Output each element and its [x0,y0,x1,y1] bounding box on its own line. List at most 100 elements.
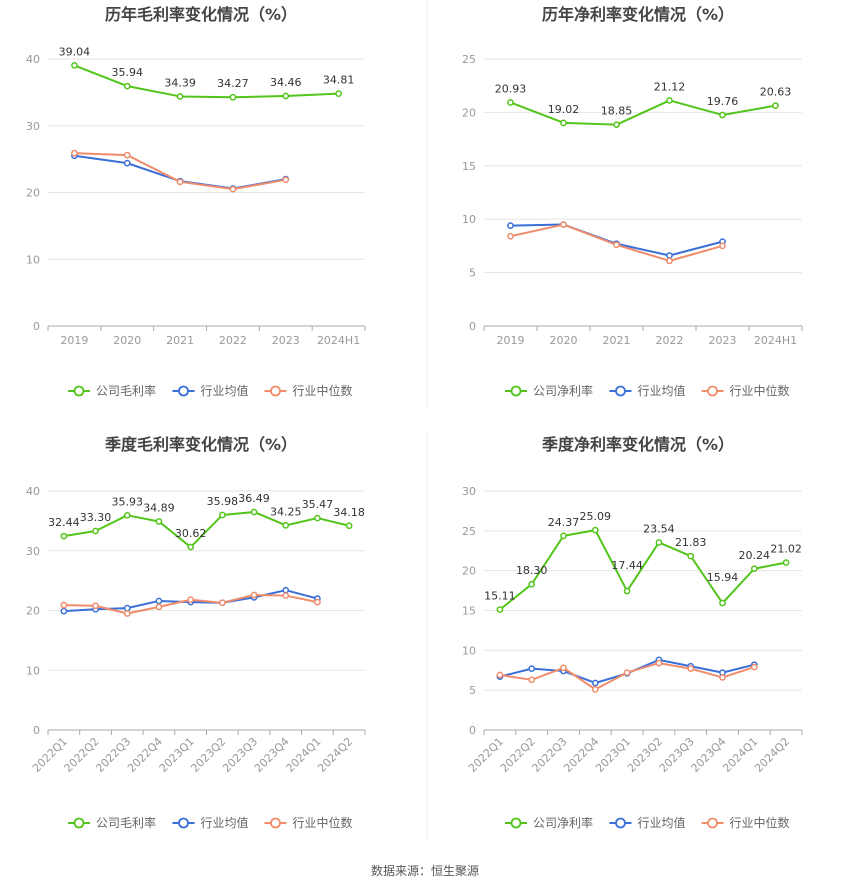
chart4-y-tick-label: 30 [462,485,476,498]
chart4-series-company-point [496,606,504,613]
chart3-series-company-point [123,511,131,519]
chart2-y-tick-label: 25 [462,53,476,66]
chart4-x-tick-label: 2024Q2 [752,735,792,775]
chart2-series-company-point [613,121,620,129]
chart3-legend-company-marker [73,817,85,829]
chart1-legend-avg-label: 行业均值 [201,383,249,398]
chart2-legend-avg-marker [615,385,626,397]
chart3-series-company-line [63,510,350,549]
chart3-data-label: 35.98 [207,495,239,508]
chart2-series-company-point [772,102,779,110]
chart3-series-company-point [250,508,258,516]
chart4-data-label: 24.37 [548,516,580,529]
chart3-series-avg-point [123,604,131,612]
chart2-x-tick-label: 2021 [603,334,631,347]
chart3-series-median-point [250,591,258,599]
chart3-series-median-point [123,610,131,617]
chart2-series-median-point [560,221,567,228]
chart3-series-company-point [345,522,353,530]
chart4-series-median-point [687,665,695,673]
chart4-series-median-point [560,664,567,672]
chart2-series-median-point [719,242,726,250]
chart2-data-label: 20.93 [495,82,527,95]
chart3-series-company-point [92,527,99,535]
chart4-legend-company-marker [510,817,522,829]
chart4-series-avg-point [591,679,599,687]
chart3-y-tick-label: 0 [33,724,40,737]
chart3-data-label: 36.49 [238,492,270,505]
chart1-data-label: 34.39 [164,76,196,89]
chart3-series-median-point [314,598,321,606]
chart1-series-company-point [229,93,237,101]
chart2-legend-avg-label: 行业均值 [638,383,686,398]
chart1-legend-median-marker [270,385,281,397]
chart1-data-label: 34.81 [323,74,355,87]
chart4-series-median-point [750,663,758,671]
chart2-series-company-point [560,119,567,127]
chart3-series-company-point [60,532,68,540]
chart4-series-company-point [528,580,536,588]
chart2-series-avg-point [666,252,673,259]
chart1-title: 历年毛利率变化情况（%） [105,5,297,24]
chart4-data-label: 25.09 [580,510,612,523]
chart3-series-median-point [155,603,163,611]
data-source-note: 数据来源：恒生聚源 [370,864,479,878]
chart3-series-median-point [219,599,226,607]
chart1-x-tick-label: 2024H1 [317,334,360,347]
chart2-x-tick-label: 2024H1 [754,334,797,347]
chart1-x-tick-label: 2023 [272,334,300,347]
chart3-title: 季度毛利率变化情况（%） [104,435,297,454]
chart3-series-avg-point [282,586,290,594]
chart2-y-tick-label: 15 [462,160,476,173]
chart1-series-median-point [282,176,290,184]
chart1-data-label: 34.46 [270,76,302,89]
chart2-data-label: 19.76 [707,95,739,108]
chart1-legend-median-label: 行业中位数 [293,383,353,398]
chart4-series-median-point [655,659,663,667]
chart2-y-tick-label: 5 [469,267,476,280]
chart1-series-avg-point [123,159,131,167]
chart1-y-tick-label: 20 [26,187,40,200]
chart3-data-label: 34.18 [333,506,365,519]
chart3-data-label: 32.44 [48,516,80,529]
chart4-legend-company-label: 公司净利率 [533,815,593,830]
chart2-x-tick-label: 2019 [497,334,525,347]
chart4-title: 季度净利率变化情况（%） [541,435,734,454]
chart4-legend-median-marker [707,817,718,829]
chart4-legend-median-label: 行业中位数 [730,815,790,830]
chart3-series-company-point [187,543,194,551]
chart4-data-label: 23.54 [643,522,675,535]
chart3-series-median-point [60,601,68,609]
chart2-series-company-point [507,99,514,106]
chart1-x-tick-label: 2022 [219,334,247,347]
chart2-series-median-point [507,232,514,240]
chart4-data-label: 21.83 [675,536,707,549]
chart2-x-tick-label: 2022 [656,334,684,347]
chart3-data-label: 35.47 [302,498,334,511]
chart3-data-label: 34.25 [270,505,302,518]
chart1-series-company-point [282,92,290,100]
chart4-series-median-point [528,676,536,684]
chart2-legend-company-marker [510,385,522,397]
chart4-series-company-point [750,565,758,573]
chart3-legend-median-marker [270,817,281,829]
chart3-legend-median-label: 行业中位数 [293,815,353,830]
chart1-series-company-point [335,90,342,97]
chart3-data-label: 30.62 [175,527,207,540]
chart2-data-label: 20.63 [760,86,792,99]
chart2-series-median-point [666,257,673,265]
chart4-data-label: 18.30 [516,564,548,577]
chart1-series-company-point [176,93,184,100]
chart3-data-label: 34.89 [143,502,175,515]
chart1-legend-company-marker [73,385,85,397]
chart1-series-median-point [71,149,78,157]
chart4-y-tick-label: 5 [469,684,476,697]
chart1-series-company-point [123,82,131,90]
chart3-series-avg-point [60,607,68,615]
chart3-series-company-point [155,518,163,525]
chart4-series-company-point [687,552,695,560]
chart4-series-company-line [499,529,787,611]
chart3-series-median-point [187,596,194,604]
chart4-series-avg-point [528,665,536,673]
chart2-data-label: 21.12 [654,80,686,93]
